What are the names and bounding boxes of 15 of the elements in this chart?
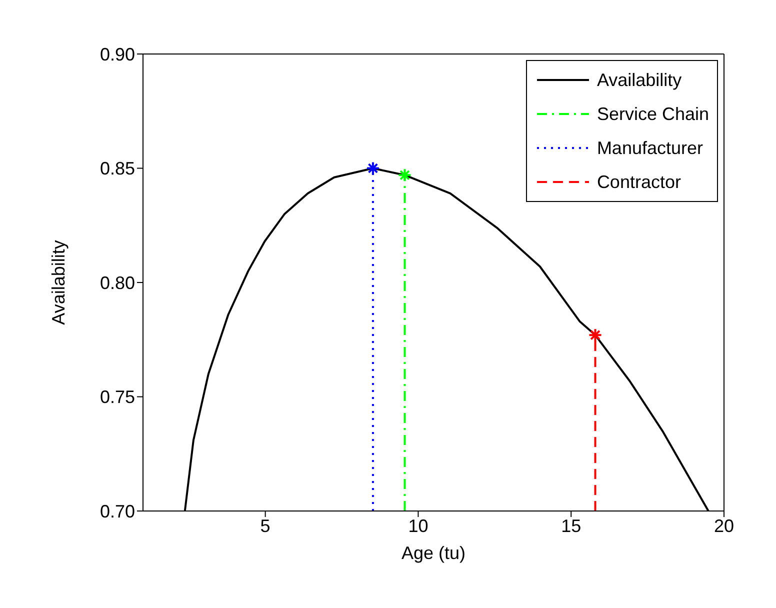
y-tick-label: 0.70 [100,501,135,522]
x-tick-label: 5 [260,516,270,536]
x-axis-title: Age (tu) [401,543,466,563]
legend-label: Manufacturer [596,138,703,158]
y-tick-label: 0.85 [100,158,135,179]
y-tick-label: 0.90 [100,44,135,64]
x-tick-label: 10 [408,516,428,536]
y-axis-title: Availability [48,240,68,325]
x-tick-label: 20 [714,516,734,536]
x-tick-label: 15 [561,516,582,536]
y-tick-label: 0.75 [100,387,135,408]
legend-label: Availability [596,70,682,90]
legend-label: Service Chain [596,104,709,124]
legend-label: Contractor [596,172,681,192]
y-tick-label: 0.80 [100,272,135,293]
